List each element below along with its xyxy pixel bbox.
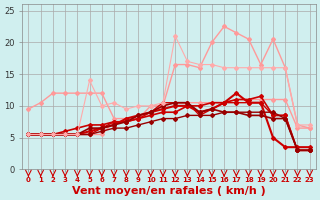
X-axis label: Vent moyen/en rafales ( km/h ): Vent moyen/en rafales ( km/h ) bbox=[72, 186, 266, 196]
